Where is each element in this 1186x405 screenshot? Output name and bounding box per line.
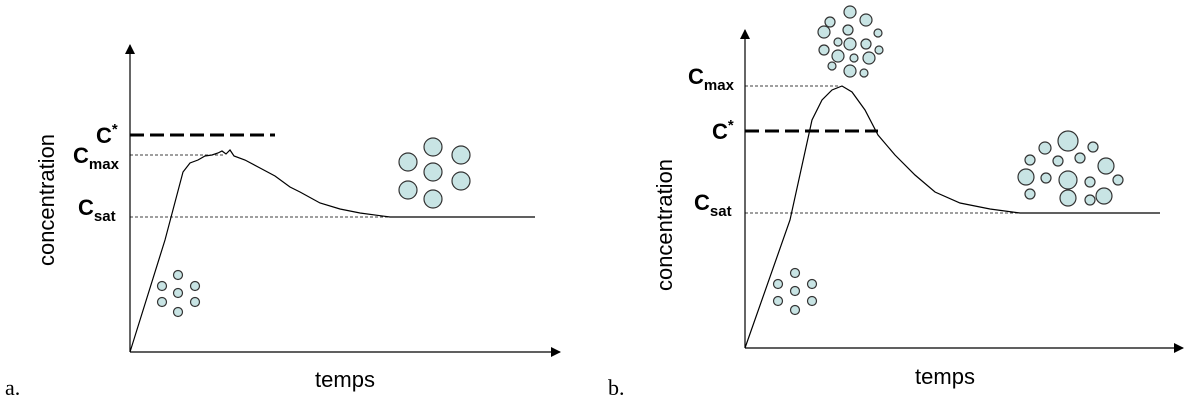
y-axis-label: concentration [652,159,677,291]
small-particles [772,267,818,316]
c-max-label: Cmax [688,64,735,94]
panel-a: C* Cmax Csat concentration temps a. [5,44,561,400]
c-star-label: C* [96,121,118,148]
peak-particles [817,5,884,78]
panel-label: b. [608,375,625,400]
small-particles [156,269,201,318]
panel-label: a. [5,375,20,400]
large-particles [1017,130,1124,207]
x-axis-label: temps [915,364,975,389]
concentration-curve [129,149,535,353]
c-sat-label: Csat [694,190,732,220]
panel-b: C* Cmax Csat concentration temps b. [608,5,1184,400]
y-axis-label: concentration [34,134,59,266]
c-sat-label: Csat [78,195,116,225]
c-star-label: C* [712,117,734,144]
c-max-label: Cmax [73,143,120,173]
concentration-curve [744,85,1160,349]
large-particles [398,137,471,209]
x-axis-label: temps [315,367,375,392]
